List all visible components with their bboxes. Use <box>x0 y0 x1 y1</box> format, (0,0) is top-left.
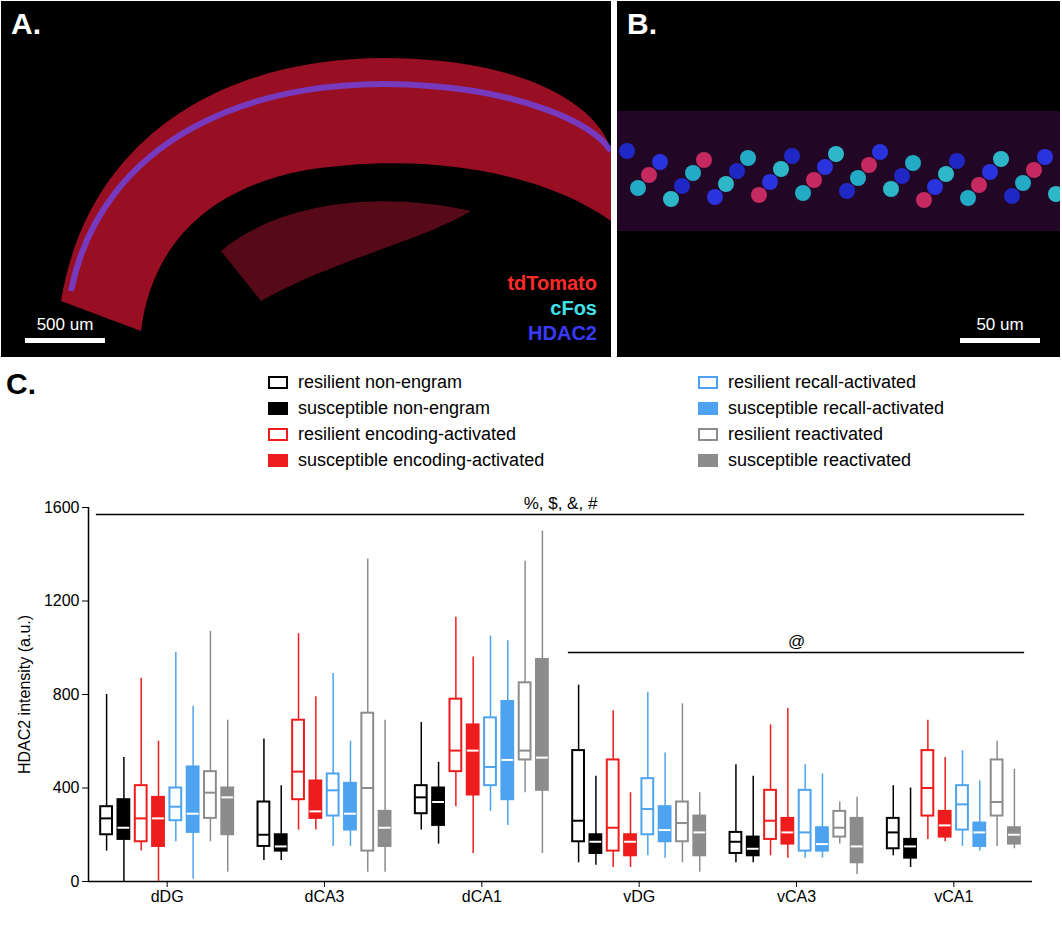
svg-text:dCA3: dCA3 <box>304 888 344 905</box>
svg-text:vDG: vDG <box>623 888 655 905</box>
html-text:tdTomato: tdTomato <box>507 272 597 294</box>
svg-text:dDG: dDG <box>151 888 184 905</box>
html-text:cFos: cFos <box>550 297 597 319</box>
svg-text:0: 0 <box>71 873 80 890</box>
html-text:susceptible recall-activated: susceptible recall-activated <box>728 397 945 418</box>
html-text:C.: C. <box>6 367 36 400</box>
html-text:susceptible encoding-activated: susceptible encoding-activated <box>298 449 545 470</box>
svg-text:400: 400 <box>53 779 80 796</box>
svg-text:HDAC2 intensity (a.u.): HDAC2 intensity (a.u.) <box>16 615 33 774</box>
svg-text:vCA1: vCA1 <box>934 888 973 905</box>
html-text:500 um: 500 um <box>36 315 94 334</box>
svg-text:1600: 1600 <box>44 499 80 516</box>
svg-text:800: 800 <box>53 686 80 703</box>
html-text:resilient reactivated: resilient reactivated <box>728 423 884 444</box>
svg-text:@: @ <box>788 632 805 651</box>
html-text:susceptible non-engram: susceptible non-engram <box>298 397 491 418</box>
html-text:HDAC2: HDAC2 <box>528 322 597 344</box>
svg-text:vCA3: vCA3 <box>777 888 816 905</box>
html-text:susceptible reactivated: susceptible reactivated <box>728 449 912 470</box>
html-text:resilient encoding-activated: resilient encoding-activated <box>298 423 517 444</box>
svg-text:dCA1: dCA1 <box>462 888 502 905</box>
html-text:resilient non-engram: resilient non-engram <box>298 371 463 392</box>
html-text:50 um: 50 um <box>976 315 1024 334</box>
html-text:B.: B. <box>627 7 657 40</box>
svg-text:%, $, &, #: %, $, &, # <box>524 494 598 513</box>
svg-text:1200: 1200 <box>44 592 80 609</box>
html-text:A.: A. <box>11 7 41 40</box>
html-text:resilient recall-activated: resilient recall-activated <box>728 371 917 392</box>
